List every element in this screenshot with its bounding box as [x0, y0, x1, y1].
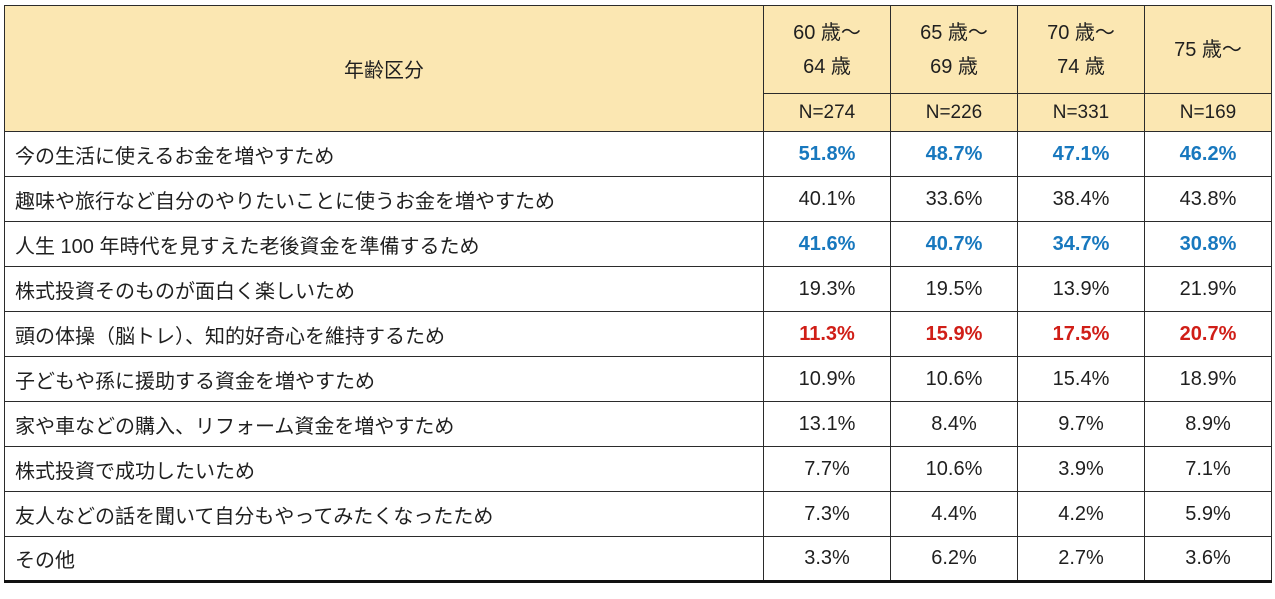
survey-table: 年齢区分 60 歳〜 64 歳 65 歳〜 69 歳 70 歳〜 [4, 5, 1272, 583]
table-row: 友人などの話を聞いて自分もやってみたくなったため 7.3% 4.4% 4.2% … [4, 491, 1272, 537]
age-range-line2: 74 歳 [1057, 55, 1105, 78]
row-label: 株式投資で成功したいため [4, 446, 764, 492]
value-cell: 3.3% [763, 536, 891, 582]
value-cell: 40.7% [890, 221, 1018, 267]
row-label: 株式投資そのものが面白く楽しいため [4, 266, 764, 312]
value-cell: 18.9% [1144, 356, 1272, 402]
value-cell: 41.6% [763, 221, 891, 267]
value-cell: 11.3% [763, 311, 891, 357]
value-cell: 19.3% [763, 266, 891, 312]
table-row: 趣味や旅行など自分のやりたいことに使うお金を増やすため 40.1% 33.6% … [4, 176, 1272, 222]
value-cell: 34.7% [1017, 221, 1145, 267]
table-row: 頭の体操（脳トレ）、知的好奇心を維持するため 11.3% 15.9% 17.5%… [4, 311, 1272, 357]
value-cell: 8.9% [1144, 401, 1272, 447]
row-label: 今の生活に使えるお金を増やすため [4, 131, 764, 177]
row-label: 頭の体操（脳トレ）、知的好奇心を維持するため [4, 311, 764, 357]
value-cell: 33.6% [890, 176, 1018, 222]
value-cell: 10.6% [890, 356, 1018, 402]
row-label: 友人などの話を聞いて自分もやってみたくなったため [4, 491, 764, 537]
table-row: 株式投資そのものが面白く楽しいため 19.3% 19.5% 13.9% 21.9… [4, 266, 1272, 312]
value-cell: 40.1% [763, 176, 891, 222]
column-header-n-60-64: N=274 [763, 93, 891, 132]
value-cell: 3.9% [1017, 446, 1145, 492]
column-header-n-75-plus: N=169 [1144, 93, 1272, 132]
value-cell: 13.9% [1017, 266, 1145, 312]
value-cell: 7.7% [763, 446, 891, 492]
value-cell: 2.7% [1017, 536, 1145, 582]
column-header-age-60-64: 60 歳〜 64 歳 [763, 5, 891, 94]
table-row: 株式投資で成功したいため 7.7% 10.6% 3.9% 7.1% [4, 446, 1272, 492]
table-row: 家や車などの購入、リフォーム資金を増やすため 13.1% 8.4% 9.7% 8… [4, 401, 1272, 447]
value-cell: 10.6% [890, 446, 1018, 492]
value-cell: 17.5% [1017, 311, 1145, 357]
value-cell: 38.4% [1017, 176, 1145, 222]
age-range-line1: 75 歳〜 [1174, 38, 1242, 61]
table-row: 子どもや孫に援助する資金を増やすため 10.9% 10.6% 15.4% 18.… [4, 356, 1272, 402]
value-cell: 46.2% [1144, 131, 1272, 177]
row-label: その他 [4, 536, 764, 582]
value-cell: 51.8% [763, 131, 891, 177]
row-label: 人生 100 年時代を見すえた老後資金を準備するため [4, 221, 764, 267]
value-cell: 21.9% [1144, 266, 1272, 312]
value-cell: 4.4% [890, 491, 1018, 537]
column-header-age-65-69: 65 歳〜 69 歳 [890, 5, 1018, 94]
column-header-age-75-plus: 75 歳〜 [1144, 5, 1272, 94]
value-cell: 15.4% [1017, 356, 1145, 402]
value-cell: 15.9% [890, 311, 1018, 357]
value-cell: 5.9% [1144, 491, 1272, 537]
age-range-line1: 70 歳〜 [1047, 21, 1115, 44]
age-range-line1: 65 歳〜 [920, 21, 988, 44]
value-cell: 20.7% [1144, 311, 1272, 357]
value-cell: 8.4% [890, 401, 1018, 447]
value-cell: 3.6% [1144, 536, 1272, 582]
row-label: 子どもや孫に援助する資金を増やすため [4, 356, 764, 402]
value-cell: 13.1% [763, 401, 891, 447]
column-header-n-70-74: N=331 [1017, 93, 1145, 132]
value-cell: 6.2% [890, 536, 1018, 582]
corner-header-age-category: 年齢区分 [4, 5, 764, 132]
value-cell: 30.8% [1144, 221, 1272, 267]
header-row-n: N=274 N=226 N=331 N=169 [5, 93, 1272, 132]
value-cell: 9.7% [1017, 401, 1145, 447]
age-range-line2: 69 歳 [930, 55, 978, 78]
value-cell: 10.9% [763, 356, 891, 402]
value-cell: 47.1% [1017, 131, 1145, 177]
table-row: 今の生活に使えるお金を増やすため 51.8% 48.7% 47.1% 46.2% [4, 131, 1272, 177]
value-cell: 4.2% [1017, 491, 1145, 537]
age-range-line2: 64 歳 [803, 55, 851, 78]
table-row: その他 3.3% 6.2% 2.7% 3.6% [4, 536, 1272, 582]
age-range-line1: 60 歳〜 [793, 21, 861, 44]
column-header-age-70-74: 70 歳〜 74 歳 [1017, 5, 1145, 94]
header-row-age: 年齢区分 60 歳〜 64 歳 65 歳〜 69 歳 70 歳〜 [4, 5, 1272, 132]
table-row: 人生 100 年時代を見すえた老後資金を準備するため 41.6% 40.7% 3… [4, 221, 1272, 267]
value-cell: 43.8% [1144, 176, 1272, 222]
value-cell: 19.5% [890, 266, 1018, 312]
value-cell: 48.7% [890, 131, 1018, 177]
value-cell: 7.3% [763, 491, 891, 537]
row-label: 家や車などの購入、リフォーム資金を増やすため [4, 401, 764, 447]
column-header-n-65-69: N=226 [890, 93, 1018, 132]
value-cell: 7.1% [1144, 446, 1272, 492]
row-label: 趣味や旅行など自分のやりたいことに使うお金を増やすため [4, 176, 764, 222]
